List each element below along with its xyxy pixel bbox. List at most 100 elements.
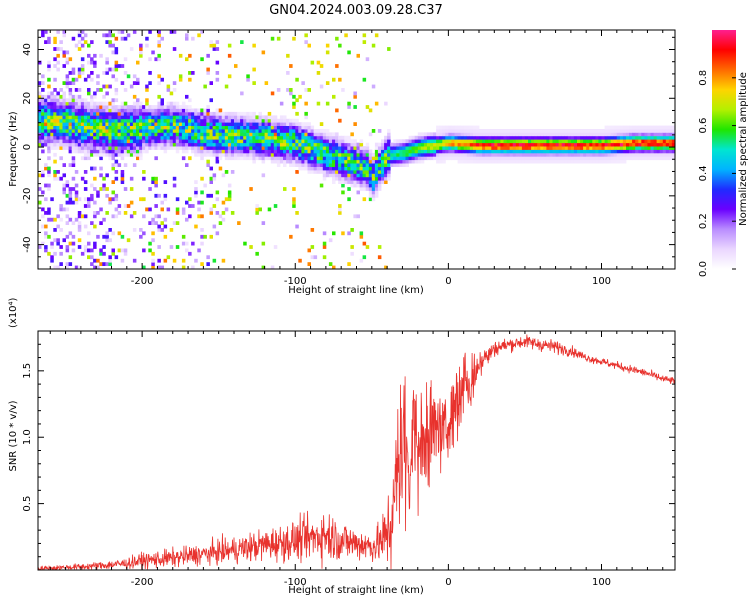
spectrogram-cell [619, 129, 624, 133]
spectrogram-cell [276, 152, 281, 157]
spectrogram-cell [83, 105, 88, 109]
spectrogram-cell [126, 139, 131, 144]
spectrogram-cell [368, 173, 373, 178]
spectrogram-cell [105, 108, 109, 113]
spectrogram-cell [570, 159, 575, 164]
spectrogram-cell [77, 94, 82, 99]
spectrogram-cell [335, 170, 339, 174]
spectrogram-cell [243, 115, 247, 120]
spectrogram-cell [77, 238, 82, 243]
spectrogram-cell [105, 101, 109, 106]
spectrogram-cell [384, 156, 388, 161]
spectrogram-cell [589, 132, 593, 137]
spectrogram-cell [224, 122, 229, 126]
spectrogram-xtick-label: 0 [445, 276, 451, 287]
spectrogram-cell [38, 98, 42, 103]
spectrogram-cell [497, 142, 501, 147]
spectrogram-cell [583, 156, 587, 161]
spectrogram-cell [368, 170, 373, 174]
spectrogram-cell [172, 122, 177, 126]
spectrogram-cell [56, 94, 60, 99]
spectrogram-cell [99, 207, 103, 212]
spectrogram-cell [295, 118, 299, 123]
spectrogram-cell [215, 111, 220, 116]
spectrogram-cell [619, 156, 624, 161]
spectrogram-cell [439, 129, 443, 133]
spectrogram-cell [353, 173, 357, 178]
spectrogram-cell [56, 105, 60, 109]
spectrogram-cell [38, 60, 42, 65]
spectrogram-cell [604, 156, 609, 161]
spectrogram-cell [335, 139, 339, 144]
spectrogram-cell [368, 187, 373, 191]
spectrogram-cell [344, 173, 348, 178]
spectrogram-cell [322, 149, 327, 154]
spectrogram-cell [221, 211, 226, 215]
spectrogram-cell [433, 149, 437, 154]
spectrogram-cell [283, 159, 287, 164]
spectrogram-cell [497, 152, 501, 157]
spectrogram-cell [139, 53, 143, 58]
spectrogram-cell [292, 149, 296, 154]
spectrogram-cell [178, 74, 183, 79]
spectrogram-cell [105, 33, 109, 38]
spectrogram-cell [83, 142, 88, 147]
spectrogram-cell [512, 149, 517, 154]
spectrogram-cell [656, 152, 661, 157]
spectrogram-cell [243, 111, 247, 116]
spectrogram-cell [310, 245, 315, 249]
spectrogram-cell [71, 94, 76, 99]
spectrogram-cell [570, 152, 575, 157]
spectrogram-cell [108, 118, 112, 123]
spectrogram-cell [80, 122, 85, 126]
spectrogram-cell [74, 101, 79, 106]
spectrogram-cell [59, 101, 63, 106]
spectrogram-cell [377, 152, 382, 157]
spectrogram-cell [662, 152, 667, 157]
spectrogram-cell [668, 149, 673, 154]
spectrogram-cell [399, 163, 403, 167]
spectrogram-cell [120, 258, 125, 263]
spectrogram-cell [145, 111, 149, 116]
spectrogram-cell [188, 125, 192, 130]
spectrogram-cell [163, 180, 168, 184]
spectrogram-cell [148, 139, 152, 144]
spectrogram-cell [77, 214, 82, 219]
spectrogram-cell [644, 132, 648, 137]
spectrogram-cell [524, 156, 529, 161]
spectrogram-cell [552, 149, 556, 154]
spectrogram-cell [328, 139, 333, 144]
spectrogram-cell [246, 139, 250, 144]
spectrogram-cell [356, 166, 360, 171]
spectrogram-cell [629, 146, 633, 150]
spectrogram-cell [111, 156, 115, 161]
spectrogram-cell [503, 135, 507, 140]
spectrogram-cell [463, 149, 468, 154]
spectrogram-cell [151, 115, 155, 120]
spectrogram-cell [151, 180, 155, 184]
spectrogram-cell [656, 132, 661, 137]
spectrogram-cell [540, 159, 544, 164]
spectrogram-cell [38, 135, 42, 140]
spectrogram-cell [644, 152, 648, 157]
spectrogram-cell [577, 152, 581, 157]
spectrogram-cell [114, 64, 119, 68]
spectrogram-cell [197, 132, 201, 137]
spectrogram-cell [74, 200, 79, 205]
spectrogram-cell [332, 135, 336, 140]
spectrogram-cell [77, 98, 82, 103]
spectrogram-cell [93, 139, 97, 144]
spectrogram-cell [549, 146, 553, 150]
spectrogram-cell [117, 142, 122, 147]
spectrogram-cell [163, 224, 168, 229]
spectrogram-cell [592, 139, 596, 144]
spectrogram-cell [503, 129, 507, 133]
spectrogram-cell [154, 118, 158, 123]
spectrogram-cell [463, 139, 468, 144]
spectrogram-cell [41, 122, 45, 126]
spectrogram-cell [218, 135, 223, 140]
spectrogram-cell [38, 81, 42, 85]
spectrogram-cell [509, 152, 514, 157]
spectrogram-cell [622, 159, 627, 164]
spectrogram-cell [90, 129, 94, 133]
